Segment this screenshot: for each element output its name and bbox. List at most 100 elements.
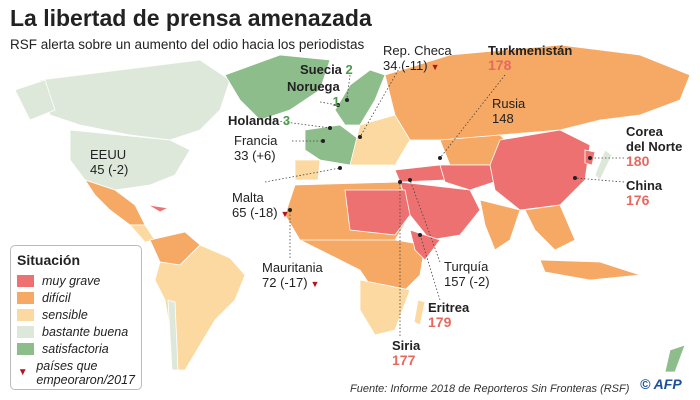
region-libya-egypt [344, 189, 411, 236]
legend-label-2: empeoraron/2017 [36, 373, 135, 387]
source-note: Fuente: Informe 2018 de Reporteros Sin F… [350, 383, 630, 395]
country-name: Eritrea [428, 300, 470, 315]
legend-swatch [17, 342, 34, 355]
country-rank: 179 [428, 314, 452, 330]
country-name: Francia [234, 133, 278, 148]
legend-label: muy grave [42, 273, 101, 288]
region-china [489, 129, 591, 211]
country-rank: 45 (-2) [90, 162, 129, 177]
region-indonesia [539, 259, 641, 281]
country-rank: 3 [282, 113, 291, 128]
legend-swatch [17, 308, 34, 321]
country-name: Turkmenistán [488, 43, 573, 58]
label-francia: Francia 33 (+6) [234, 133, 277, 163]
region-turkey [394, 164, 446, 183]
legend-item-bastante-buena: bastante buena [17, 323, 135, 340]
subtitle: RSF alerta sobre un aumento del odio hac… [10, 37, 365, 52]
country-name: Turquía [444, 259, 489, 274]
label-turkmenistan: Turkmenistán 178 [488, 43, 572, 73]
worsened-icon: ▼ [430, 62, 440, 72]
label-holanda: Holanda 3 [228, 113, 290, 128]
region-alaska [14, 79, 56, 121]
region-chile [167, 299, 179, 371]
legend-item-satisfactoria: satisfactoria [17, 340, 135, 357]
region-usa [69, 129, 191, 191]
label-china: China 176 [626, 178, 662, 208]
legend-swatch [17, 325, 34, 338]
country-name: Noruega [287, 79, 340, 94]
country-name: Rusia [492, 96, 526, 111]
legend-label: países que [36, 359, 98, 373]
afp-logo: © AFP [640, 376, 682, 392]
country-name: Mauritania [262, 260, 323, 275]
country-name: China [626, 178, 663, 193]
country-name: Corea [626, 124, 663, 139]
country-rank: 176 [626, 192, 650, 208]
legend-swatch [17, 274, 34, 287]
label-eritrea: Eritrea 179 [428, 300, 469, 330]
legend-item-muy-grave: muy grave [17, 272, 135, 289]
region-greenland [224, 54, 331, 121]
worsened-triangle-icon: ▼ [17, 367, 28, 378]
label-turquia: Turquía 157 (-2) [444, 259, 490, 289]
legend-title: Situación [17, 252, 81, 268]
region-southeast-asia [524, 204, 576, 251]
worsened-icon: ▼ [280, 209, 290, 219]
region-east-horn [409, 229, 441, 261]
country-rank: 65 (-18) [232, 205, 278, 220]
region-cuba [147, 204, 170, 213]
leader-lines [264, 66, 625, 336]
region-madagascar [413, 299, 426, 326]
region-india [479, 199, 521, 251]
country-rank: 72 (-17) [262, 275, 308, 290]
region-canada [39, 59, 231, 141]
label-mauritania: Mauritania 72 (-17) ▼ [262, 260, 323, 292]
legend: Situación muy grave difícil sensible bas… [10, 245, 142, 390]
country-name: Suecia [300, 62, 342, 77]
legend-label: satisfactoria [42, 341, 109, 356]
country-name: Holanda [228, 113, 280, 128]
region-south-america [154, 244, 246, 371]
country-rank: 34 (-11) [383, 58, 428, 73]
label-corea-del-norte: Corea del Norte 180 [626, 124, 682, 169]
region-central-asia [439, 164, 501, 191]
legend-item-worsened: ▼ países que empeoraron/2017 [17, 357, 135, 389]
legend-label: sensible [42, 307, 88, 322]
label-noruega: Noruega 1 [287, 79, 340, 109]
page-title: La libertad de prensa amenazada [10, 5, 372, 31]
legend-item-dificil: difícil [17, 289, 135, 306]
region-scandinavia [334, 69, 386, 126]
country-name: Malta [232, 190, 264, 205]
region-russia [384, 44, 691, 141]
label-eeuu: EEUU 45 (-2) [90, 147, 128, 177]
country-rank: 157 (-2) [444, 274, 490, 289]
country-name: Rep. Checa [383, 43, 452, 58]
country-dots [288, 98, 592, 237]
label-rep-checa: Rep. Checa 34 (-11) ▼ [383, 43, 452, 75]
country-name: Siria [392, 338, 421, 353]
label-suecia: Suecia 2 [300, 62, 353, 77]
legend-label: bastante buena [42, 324, 129, 339]
country-name-2: del Norte [626, 139, 683, 154]
label-malta: Malta 65 (-18) ▼ [232, 190, 289, 222]
worsened-icon: ▼ [310, 279, 320, 289]
label-rusia: Rusia 148 [492, 96, 525, 126]
region-iberia [294, 159, 321, 181]
legend-swatch [17, 291, 34, 304]
country-rank: 33 (+6) [234, 148, 276, 163]
country-rank: 1 [332, 94, 340, 109]
legend-item-sensible: sensible [17, 306, 135, 323]
country-name: EEUU [90, 147, 127, 162]
country-rank: 178 [488, 57, 512, 73]
region-new-zealand [664, 344, 686, 373]
legend-label: difícil [42, 290, 71, 305]
country-rank: 177 [392, 352, 416, 368]
country-rank: 148 [492, 111, 514, 126]
region-japan [594, 149, 613, 181]
label-siria: Siria 177 [392, 338, 420, 368]
region-southern-africa [359, 279, 411, 336]
country-rank: 180 [626, 153, 650, 169]
country-rank: 2 [345, 62, 353, 77]
